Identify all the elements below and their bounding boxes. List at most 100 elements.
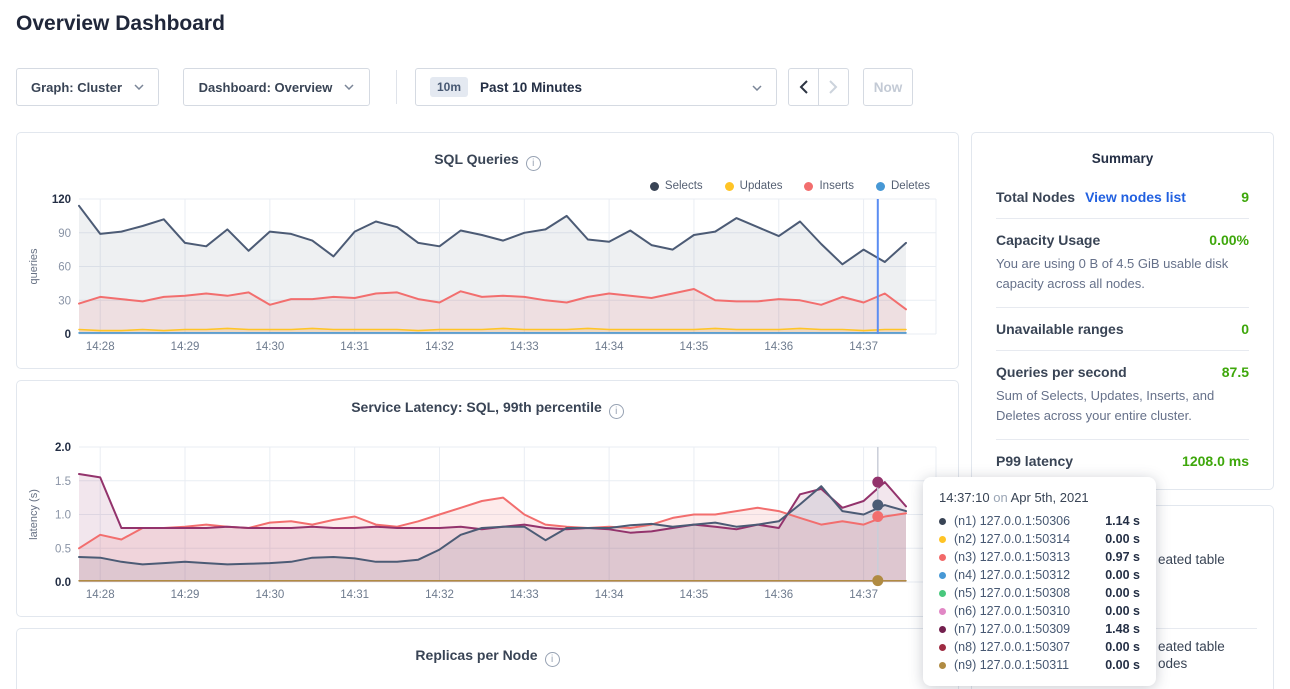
sql-queries-card: SQL Queriesi SelectsUpdatesInsertsDelete… — [16, 132, 959, 369]
event-item-fragment: odes — [1158, 656, 1187, 671]
tooltip-node-label: (n1) 127.0.0.1:50306 — [954, 512, 1097, 530]
tooltip-row: (n9) 127.0.0.1:503110.00 s — [939, 656, 1140, 674]
svg-text:latency (s): latency (s) — [28, 489, 40, 540]
time-step-buttons — [788, 68, 849, 106]
node-color-dot-icon — [939, 662, 946, 669]
tooltip-node-label: (n3) 127.0.0.1:50313 — [954, 548, 1097, 566]
svg-text:0.5: 0.5 — [55, 543, 71, 555]
svg-text:14:33: 14:33 — [510, 341, 539, 353]
tooltip-node-label: (n2) 127.0.0.1:50314 — [954, 530, 1097, 548]
svg-text:14:37: 14:37 — [849, 341, 878, 353]
tooltip-rows: (n1) 127.0.0.1:503061.14 s(n2) 127.0.0.1… — [939, 512, 1140, 674]
summary-stat-row: Unavailable ranges 0 — [996, 321, 1249, 337]
svg-text:14:29: 14:29 — [171, 341, 200, 353]
summary-stat-row: Queries per second 87.5 — [996, 364, 1249, 380]
chevron-down-icon — [344, 84, 354, 90]
time-range-badge: 10m — [430, 77, 468, 97]
replicas-per-node-title-text: Replicas per Node — [415, 647, 537, 663]
svg-text:14:35: 14:35 — [680, 589, 709, 601]
chevron-left-icon — [799, 80, 808, 94]
summary-stat-label: Capacity Usage — [996, 232, 1100, 248]
summary-stat-value: 87.5 — [1222, 364, 1249, 380]
svg-text:14:37: 14:37 — [849, 589, 878, 601]
tooltip-row: (n6) 127.0.0.1:503100.00 s — [939, 602, 1140, 620]
dashboard-dropdown[interactable]: Dashboard: Overview — [183, 68, 370, 106]
previous-interval-button[interactable] — [789, 69, 819, 105]
svg-text:14:28: 14:28 — [86, 341, 115, 353]
svg-text:0.0: 0.0 — [55, 577, 71, 589]
tooltip-row: (n3) 127.0.0.1:50313 0.97 s — [939, 548, 1140, 566]
tooltip-node-value: 0.97 s — [1105, 548, 1140, 566]
summary-stat: Unavailable ranges 0 — [996, 307, 1249, 350]
svg-text:14:36: 14:36 — [764, 589, 793, 601]
node-color-dot-icon — [939, 608, 946, 615]
tooltip-row: (n2) 127.0.0.1:50314 0.00 s — [939, 530, 1140, 548]
service-latency-card: Service Latency: SQL, 99th percentilei 1… — [16, 380, 959, 617]
svg-text:14:32: 14:32 — [425, 341, 454, 353]
tooltip-node-label: (n5) 127.0.0.1:50308 — [954, 584, 1097, 602]
info-icon[interactable]: i — [545, 652, 560, 667]
summary-stat-row: Capacity Usage 0.00% — [996, 232, 1249, 248]
node-color-dot-icon — [939, 554, 946, 561]
summary-stat-value: 0.00% — [1209, 232, 1249, 248]
summary-stats: Total Nodes View nodes list 9 Capacity Usag… — [972, 176, 1273, 482]
tooltip-node-label: (n8) 127.0.0.1:50307 — [954, 638, 1097, 656]
summary-panel: Summary Total NodesView nodes list9Capac… — [971, 132, 1274, 490]
chevron-right-icon — [829, 80, 838, 94]
time-range-picker[interactable]: 10m Past 10 Minutes — [415, 68, 777, 106]
summary-stat: Capacity Usage 0.00% You are using 0 B of … — [996, 218, 1249, 307]
svg-text:14:34: 14:34 — [595, 589, 624, 601]
tooltip-time: 14:37:10 — [939, 490, 990, 505]
svg-text:120: 120 — [52, 194, 71, 206]
node-color-dot-icon — [939, 518, 946, 525]
tooltip-row: (n1) 127.0.0.1:503061.14 s — [939, 512, 1140, 530]
tooltip-node-value: 0.00 s — [1105, 530, 1140, 548]
summary-stat: Total Nodes View nodes list 9 — [996, 176, 1249, 218]
svg-text:queries: queries — [28, 248, 40, 285]
tooltip-node-value: 0.00 s — [1105, 656, 1140, 674]
svg-text:2.0: 2.0 — [55, 442, 71, 454]
svg-text:90: 90 — [58, 228, 71, 240]
summary-stat-label: Queries per second — [996, 364, 1127, 380]
chevron-down-icon — [134, 84, 144, 90]
page-title: Overview Dashboard — [16, 12, 225, 36]
replicas-per-node-card: Replicas per Node i — [16, 628, 959, 689]
summary-stat-label: P99 latency — [996, 453, 1073, 469]
graph-dropdown-label: Graph: Cluster — [31, 80, 122, 95]
view-nodes-list-link[interactable]: View nodes list — [1085, 189, 1186, 205]
svg-text:1.0: 1.0 — [55, 510, 71, 522]
summary-stat-label: Unavailable ranges — [996, 321, 1124, 337]
summary-stat-description: Sum of Selects, Updates, Inserts, and De… — [996, 386, 1249, 426]
now-button[interactable]: Now — [863, 68, 913, 106]
sql-queries-chart[interactable]: 14:2814:2914:3014:3114:3214:3314:3414:35… — [17, 133, 960, 370]
svg-text:14:30: 14:30 — [255, 589, 284, 601]
summary-stat-label: Total Nodes — [996, 189, 1075, 205]
tooltip-row: (n8) 127.0.0.1:503070.00 s — [939, 638, 1140, 656]
svg-text:14:36: 14:36 — [764, 341, 793, 353]
tooltip-node-label: (n7) 127.0.0.1:50309 — [954, 620, 1097, 638]
graph-dropdown[interactable]: Graph: Cluster — [16, 68, 159, 106]
tooltip-node-value: 0.00 s — [1105, 602, 1140, 620]
event-item-fragment: eated table — [1158, 552, 1225, 567]
time-range-label: Past 10 Minutes — [480, 80, 582, 95]
summary-stat-value: 9 — [1241, 189, 1249, 205]
next-interval-button[interactable] — [819, 69, 848, 105]
svg-text:0: 0 — [65, 329, 71, 341]
svg-text:30: 30 — [58, 295, 71, 307]
summary-stat-value: 0 — [1241, 321, 1249, 337]
svg-text:14:31: 14:31 — [340, 589, 369, 601]
tooltip-row: (n7) 127.0.0.1:50309 1.48 s — [939, 620, 1140, 638]
svg-text:14:34: 14:34 — [595, 341, 624, 353]
tooltip-node-value: 1.48 s — [1105, 620, 1140, 638]
service-latency-chart[interactable]: 14:2814:2914:3014:3114:3214:3314:3414:35… — [17, 381, 960, 618]
node-color-dot-icon — [939, 590, 946, 597]
svg-text:14:30: 14:30 — [255, 341, 284, 353]
svg-text:14:29: 14:29 — [171, 589, 200, 601]
svg-text:14:31: 14:31 — [340, 341, 369, 353]
tooltip-row: (n5) 127.0.0.1:503080.00 s — [939, 584, 1140, 602]
summary-stat: Queries per second 87.5 Sum of Selects, Up… — [996, 350, 1249, 439]
svg-text:14:28: 14:28 — [86, 589, 115, 601]
summary-stat-description: You are using 0 B of 4.5 GiB usable disk… — [996, 254, 1249, 294]
tooltip-timestamp: 14:37:10 on Apr 5th, 2021 — [939, 490, 1140, 505]
node-color-dot-icon — [939, 572, 946, 579]
